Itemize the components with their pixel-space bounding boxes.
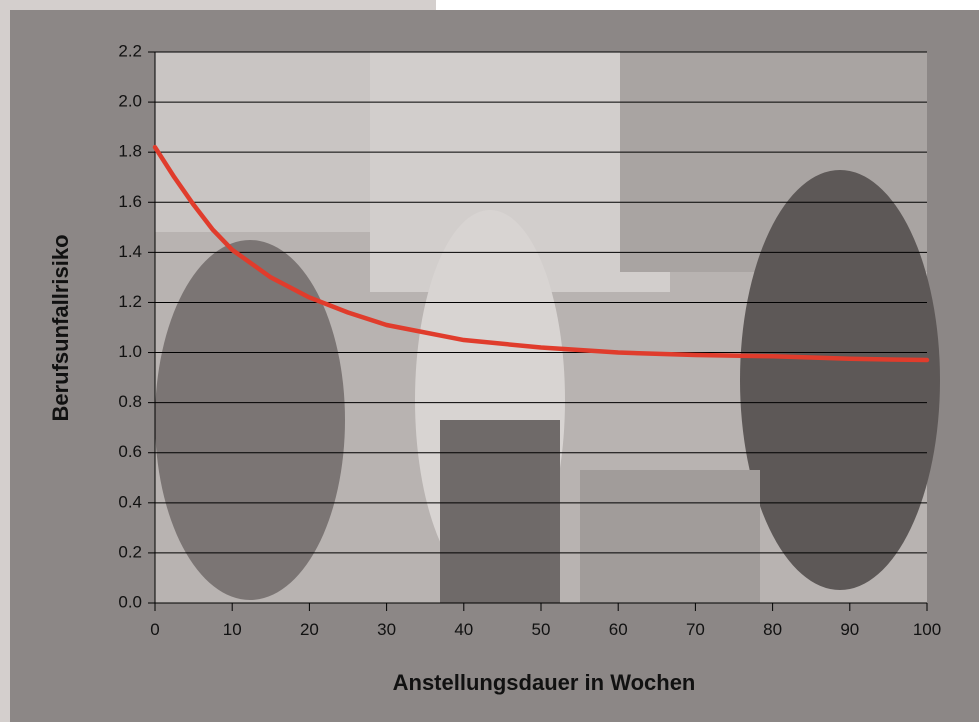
x-tick-label: 60 — [609, 620, 628, 639]
y-tick-label: 1.2 — [118, 292, 142, 311]
x-tick-label: 30 — [377, 620, 396, 639]
y-tick-label: 1.4 — [118, 242, 142, 261]
y-tick-label: 1.6 — [118, 192, 142, 211]
x-tick-label: 50 — [532, 620, 551, 639]
y-tick-label: 2.0 — [118, 92, 142, 111]
x-tick-label: 10 — [223, 620, 242, 639]
y-tick-label: 1.8 — [118, 142, 142, 161]
y-tick-label: 2.2 — [118, 41, 142, 60]
y-tick-label: 0.2 — [118, 542, 142, 561]
y-tick-label: 0.6 — [118, 442, 142, 461]
x-tick-label: 80 — [763, 620, 782, 639]
x-tick-label: 90 — [840, 620, 859, 639]
y-axis-title: Berufsunfallrisiko — [48, 234, 73, 421]
y-tick-label: 0.4 — [118, 492, 142, 511]
x-axis-title: Anstellungsdauer in Wochen — [393, 670, 696, 695]
x-tick-label: 70 — [686, 620, 705, 639]
chart: Berufsunfallrisiko Anstellungsdauer in W… — [0, 0, 979, 722]
x-tick-label: 40 — [454, 620, 473, 639]
x-tick-label: 20 — [300, 620, 319, 639]
photo — [155, 52, 940, 603]
x-tick-label: 0 — [150, 620, 159, 639]
y-tick-label: 1.0 — [118, 342, 142, 361]
y-tick-label: 0.0 — [118, 592, 142, 611]
y-tick-label: 0.8 — [118, 392, 142, 411]
x-tick-label: 100 — [913, 620, 941, 639]
top-strip — [436, 0, 979, 10]
